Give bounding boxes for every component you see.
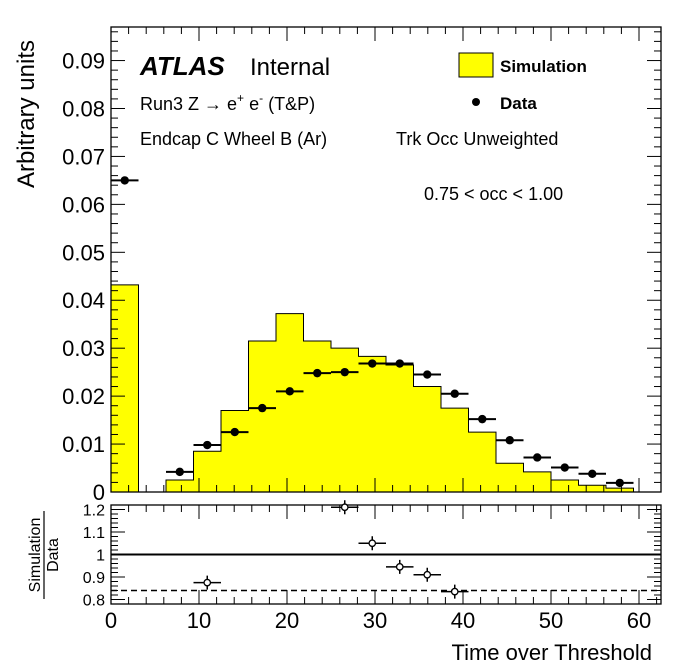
x-tick-label: 20 (275, 608, 299, 633)
simulation-bar (606, 488, 634, 492)
data-point (423, 370, 432, 379)
data-point (615, 478, 624, 488)
data-point (533, 453, 542, 462)
data-point (258, 403, 267, 413)
ratio-point (203, 578, 212, 587)
ratio-y-tick-label: 0.8 (83, 593, 105, 610)
legend-simulation-swatch (458, 52, 494, 78)
simulation-bar (358, 356, 386, 492)
ratio-point (423, 570, 432, 579)
data-point (203, 440, 212, 450)
ratio-y-tick-label: 1.1 (83, 525, 105, 542)
simulation-bar (386, 364, 414, 492)
x-tick-label: 0 (105, 608, 117, 633)
simulation-bar (523, 471, 551, 492)
y-tick-label: 0.04 (62, 288, 105, 313)
occupancy-range-label: 0.75 < occ < 1.00 (424, 184, 563, 204)
legend-data-label: Data (500, 94, 537, 113)
legend-data-marker (472, 98, 480, 106)
y-tick-label: 0 (93, 480, 105, 505)
ratio-numerator-label: Simulation (27, 518, 44, 593)
y-tick-label: 0.06 (62, 192, 105, 217)
y-axis-title: Arbitrary units (13, 40, 40, 188)
y-tick-label: 0.08 (62, 96, 105, 121)
status-label: Internal (250, 54, 330, 81)
simulation-bar (276, 313, 304, 492)
y-tick-label: 0.01 (62, 432, 105, 457)
simulation-bar (551, 480, 579, 492)
data-point (560, 463, 569, 472)
x-tick-label: 10 (187, 608, 211, 633)
data-point (478, 414, 487, 424)
ratio-point (450, 587, 459, 596)
data-point (450, 389, 459, 398)
ratio-point (340, 503, 349, 512)
weighting-label: Trk Occ Unweighted (396, 129, 558, 149)
data-point (368, 359, 377, 368)
simulation-bar (413, 386, 441, 492)
simulation-bar (166, 480, 194, 492)
main-panel: 0 0.01 0.02 0.03 0.04 0.05 0.06 0.07 0.08 0.09 (62, 26, 662, 505)
electron-1: e (222, 94, 237, 114)
ratio-denominator-label: Data (45, 538, 62, 572)
data-point (175, 467, 184, 477)
data-point (313, 368, 322, 378)
y-tick-label: 0.05 (62, 240, 105, 265)
ratio-y-axis-title: Simulation Data (27, 511, 62, 599)
x-tick-label: 50 (539, 608, 563, 633)
simulation-outline (110, 284, 634, 493)
y-tick-label: 0.07 (62, 144, 105, 169)
simulation-bar (303, 340, 331, 492)
electron-2: e (244, 94, 259, 114)
electron-1-charge: + (237, 91, 244, 105)
simulation-bar (468, 432, 496, 492)
ratio-y-tick-label: 0.9 (83, 570, 105, 587)
x-tick-label: 30 (363, 608, 387, 633)
simulation-bar (248, 340, 276, 492)
ratio-point (368, 539, 377, 548)
simulation-bar (221, 410, 249, 492)
atlas-label: ATLAS (139, 51, 225, 81)
arrow-symbol: → (204, 94, 222, 114)
ratio-panel: 0.8 0.9 1 1.1 1.2 0 10 20 30 40 50 60 (83, 500, 662, 633)
main-frame (110, 26, 662, 493)
data-point (230, 427, 239, 437)
electron-2-charge: - (259, 91, 263, 105)
y-tick-label: 0.09 (62, 49, 105, 74)
data-point (340, 367, 349, 377)
region-label: Endcap C Wheel B (Ar) (140, 129, 327, 149)
x-axis-title: Time over Threshold (451, 640, 652, 665)
process-suffix: (T&P) (263, 94, 315, 114)
y-tick-label: 0.02 (62, 384, 105, 409)
simulation-bar (496, 463, 524, 492)
ratio-point (395, 563, 404, 571)
data-point (285, 387, 294, 396)
simulation-bar (578, 485, 606, 492)
ratio-y-tick-label: 1.2 (83, 503, 105, 520)
x-tick-label: 40 (451, 608, 475, 633)
simulation-bar (441, 408, 469, 492)
legend-simulation-label: Simulation (500, 57, 587, 76)
data-point (505, 436, 514, 445)
ratio-y-tick-label: 1 (96, 548, 105, 565)
data-point (395, 359, 404, 368)
process-label: Run3 Z → e+ e- (T&P) (140, 91, 315, 114)
x-tick-label: 60 (627, 608, 651, 633)
simulation-bar (111, 284, 139, 492)
process-prefix: Run3 Z (140, 94, 204, 114)
y-tick-label: 0.03 (62, 336, 105, 361)
data-point (120, 176, 129, 185)
data-point (588, 469, 597, 478)
